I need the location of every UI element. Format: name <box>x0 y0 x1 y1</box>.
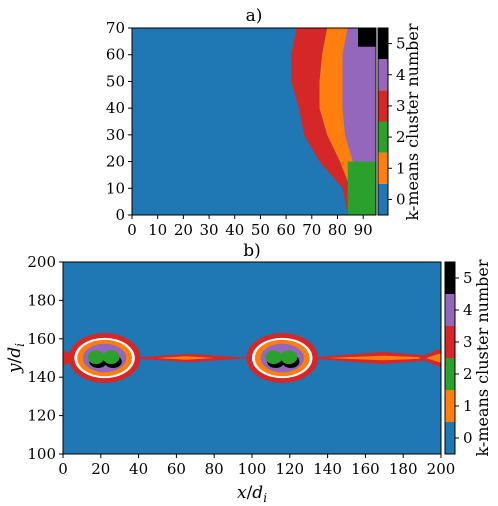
colorbar-tick-label: 1 <box>463 397 473 415</box>
y-label-sub: i <box>13 343 27 347</box>
colorbar-segment <box>445 326 455 358</box>
panel-b-x-ticks: 0 20 40 60 80 100 120 140 160 180 200 <box>58 454 455 478</box>
current-sheet-core <box>327 355 441 361</box>
y-tick-label: 200 <box>27 253 56 271</box>
island-cluster-2 <box>102 350 120 365</box>
x-tick-label: 180 <box>389 460 418 478</box>
colorbar-segment <box>445 390 455 422</box>
x-tick-label: 10 <box>148 221 167 239</box>
x-tick-label: 160 <box>351 460 380 478</box>
y-label-div: / <box>5 357 25 363</box>
x-label-div: / <box>247 483 253 503</box>
y-tick-label: 140 <box>27 368 56 386</box>
cluster-5-region <box>358 28 376 47</box>
panel-b-colorbar: 0 1 2 3 4 5 <box>444 261 473 455</box>
x-tick-label: 40 <box>129 460 148 478</box>
colorbar-tick-label: 5 <box>463 269 473 287</box>
colorbar-tick-label: 3 <box>463 333 473 351</box>
colorbar-segment <box>378 59 388 91</box>
island-cluster-2 <box>87 350 105 365</box>
y-tick-label: 20 <box>106 153 125 171</box>
x-tick-label: 30 <box>200 221 219 239</box>
y-tick-label: 100 <box>27 445 56 463</box>
cluster-1-region <box>319 28 353 215</box>
y-tick-label: 160 <box>27 330 56 348</box>
colorbar-segment <box>445 422 455 454</box>
x-tick-label: 50 <box>251 221 270 239</box>
colorbar-tick-label: 0 <box>396 190 406 208</box>
cluster-3-region <box>291 28 351 215</box>
x-tick-label: 100 <box>238 460 267 478</box>
colorbar-tick-label: 0 <box>463 429 473 447</box>
colorbar-frame <box>377 27 389 216</box>
cluster-2-region <box>347 161 376 215</box>
panel-b-colorbar-label: k-means cluster number <box>473 259 492 456</box>
island-cluster-2 <box>280 350 298 365</box>
colorbar-segment <box>378 152 388 184</box>
y-label-var: y <box>5 363 25 374</box>
colorbar-segment <box>378 90 388 122</box>
x-tick-label: 40 <box>225 221 244 239</box>
x-label-var: x <box>237 483 247 503</box>
x-tick-label: 140 <box>313 460 342 478</box>
panel-a-frame <box>131 27 377 216</box>
x-tick-label: 0 <box>127 221 137 239</box>
x-tick-label: 80 <box>205 460 224 478</box>
colorbar-tick-label: 3 <box>396 97 406 115</box>
y-tick-label: 50 <box>106 72 125 90</box>
y-tick-label: 120 <box>27 407 56 425</box>
x-tick-label: 70 <box>302 221 321 239</box>
colorbar-tick-label: 2 <box>396 128 406 146</box>
panel-b-heatmap <box>63 262 441 454</box>
y-tick-label: 180 <box>27 291 56 309</box>
colorbar-frame <box>444 261 456 455</box>
colorbar-segment <box>445 262 455 294</box>
x-tick-label: 120 <box>275 460 304 478</box>
panel-b-title: b) <box>243 241 261 261</box>
panel-b-x-label: x/di <box>237 483 267 505</box>
y-tick-label: 40 <box>106 99 125 117</box>
panel-a-colorbar: 0 1 2 3 4 5 <box>377 27 406 216</box>
y-tick-label: 70 <box>106 19 125 37</box>
panel-a-x-ticks: 0 10 20 30 40 50 60 70 80 90 <box>127 215 373 239</box>
panel-b: b) 0 20 40 60 80 100 120 140 160 180 200 100120140… <box>5 241 492 505</box>
island-cluster-2 <box>265 350 283 365</box>
x-tick-label: 60 <box>167 460 186 478</box>
colorbar-tick-label: 2 <box>463 365 473 383</box>
current-sheet-core <box>157 356 215 360</box>
colorbar-segment <box>445 294 455 326</box>
colorbar-tick-label: 4 <box>396 66 406 84</box>
x-tick-label: 0 <box>58 460 68 478</box>
x-tick-label: 20 <box>174 221 193 239</box>
x-label-sub: i <box>263 491 267 505</box>
panel-b-y-ticks: 100 120 140 160 180 200 <box>27 253 63 463</box>
colorbar-segment <box>378 183 388 215</box>
panel-a-colorbar-label: k-means cluster number <box>403 23 422 220</box>
colorbar-segment <box>378 121 388 153</box>
x-tick-label: 90 <box>354 221 373 239</box>
x-tick-label: 200 <box>427 460 456 478</box>
colorbar-segment <box>445 358 455 390</box>
x-label-d: d <box>252 483 263 503</box>
panel-a-y-ticks: 0 10 20 30 40 50 60 70 <box>106 19 132 224</box>
y-label-d: d <box>5 347 25 358</box>
colorbar-segment <box>378 28 388 60</box>
panel-a-title: a) <box>246 6 263 26</box>
colorbar-tick-label: 4 <box>463 301 473 319</box>
x-tick-label: 20 <box>91 460 110 478</box>
y-tick-label: 60 <box>106 46 125 64</box>
colorbar-tick-label: 5 <box>396 35 406 53</box>
x-tick-label: 80 <box>328 221 347 239</box>
x-tick-label: 60 <box>277 221 296 239</box>
y-tick-label: 0 <box>115 206 125 224</box>
panel-a-heatmap <box>132 28 376 215</box>
colorbar-tick-label: 1 <box>396 159 406 177</box>
y-tick-label: 10 <box>106 179 125 197</box>
current-sheet-core <box>425 353 441 363</box>
panel-b-y-label: y/di <box>5 343 27 374</box>
y-tick-label: 30 <box>106 126 125 144</box>
